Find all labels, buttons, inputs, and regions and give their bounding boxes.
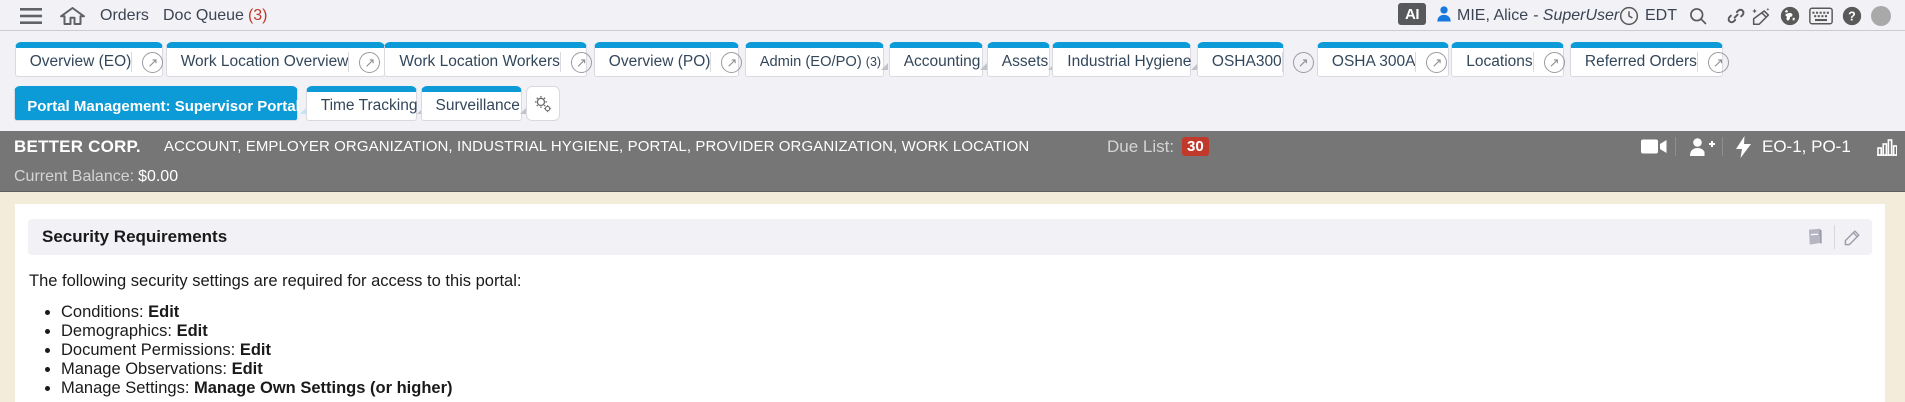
svg-text:?: ? [1848,9,1856,23]
